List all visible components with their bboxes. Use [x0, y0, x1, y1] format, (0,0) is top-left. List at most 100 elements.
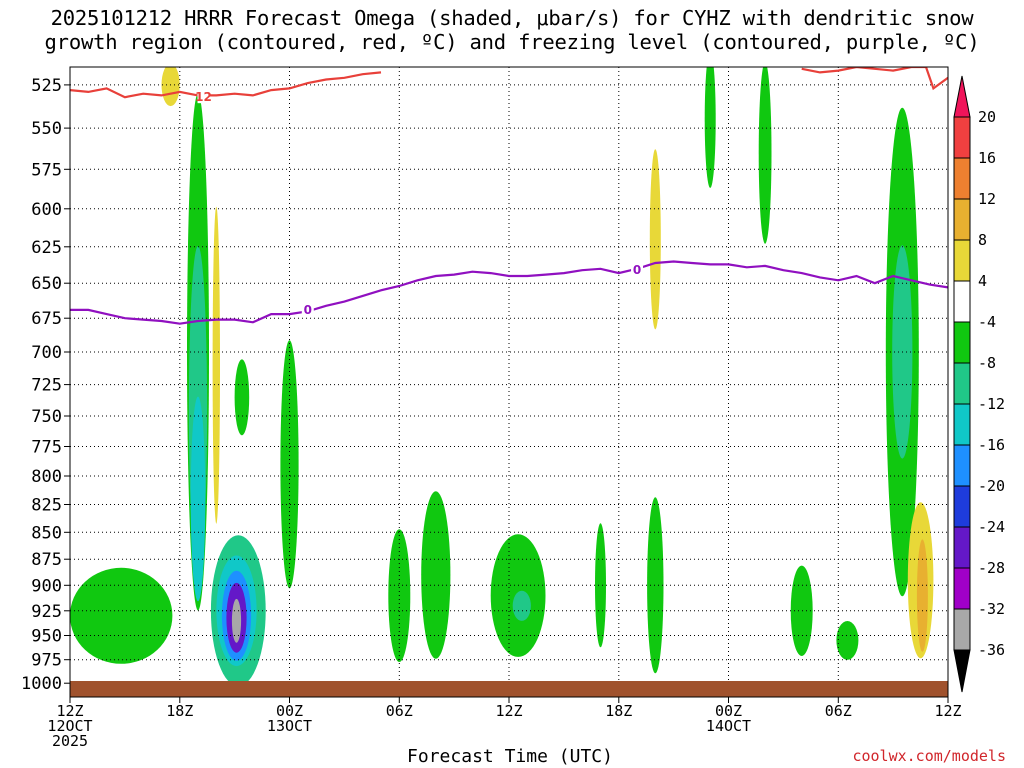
- y-tick-label: 900: [31, 576, 62, 596]
- colorbar-label: -28: [978, 559, 1005, 577]
- freezing-label-1: 0: [304, 303, 312, 317]
- freezing-label-2-bg: [631, 262, 644, 277]
- colorbar-segment: [953, 157, 971, 200]
- y-tick-label: 750: [31, 407, 62, 427]
- y-tick-label: 850: [31, 523, 62, 543]
- omega-region-26: [161, 67, 180, 107]
- colorbar-label: -24: [978, 518, 1005, 536]
- x-tick-label: 2025: [52, 732, 88, 750]
- colorbar-label: 20: [978, 108, 996, 126]
- title-line-2: growth region (contoured, red, ºC) and f…: [44, 30, 980, 54]
- y-tick-label: 975: [31, 651, 62, 671]
- y-tick-label: 950: [31, 627, 62, 647]
- x-axis-label: Forecast Time (UTC): [407, 746, 613, 767]
- y-tick-label: 800: [31, 467, 62, 487]
- colorbar-segment: [953, 567, 971, 610]
- colorbar-segment: [953, 280, 971, 323]
- x-tick-label: 00Z: [715, 702, 742, 720]
- omega-region-10: [234, 359, 250, 436]
- x-tick-label: 18Z: [605, 702, 632, 720]
- y-tick-label: 575: [31, 160, 62, 180]
- x-tick-label: 14OCT: [706, 717, 751, 735]
- omega-region-25: [916, 539, 928, 652]
- y-tick-label: 825: [31, 496, 62, 516]
- y-tick-label: 525: [31, 76, 62, 96]
- x-tick-label: 00Z: [276, 702, 303, 720]
- dgz-label-bg: [197, 89, 210, 104]
- omega-region-14: [512, 590, 531, 621]
- dgz-label: 12: [195, 90, 212, 104]
- omega-region-16: [647, 497, 664, 674]
- omega-region-27: [212, 206, 220, 524]
- colorbar: 20 16 12 8 4 -4 -8 -12 -16 -20 -24 -28 -32 -36: [953, 75, 1005, 693]
- omega-region-3: [70, 567, 173, 664]
- y-tick-label: 1000: [21, 674, 62, 694]
- freezing-level-contour: [70, 260, 948, 325]
- colorbar-label: -8: [978, 354, 996, 372]
- colorbar-label: -32: [978, 600, 1005, 618]
- omega-region-17: [790, 565, 813, 656]
- y-tick-label: 550: [31, 119, 62, 139]
- x-tick-label: 18Z: [166, 702, 193, 720]
- colorbar-label: -12: [978, 395, 1005, 413]
- colorbar-label: -20: [978, 477, 1005, 495]
- ground-surface: [70, 681, 948, 697]
- omega-region-22: [758, 67, 772, 244]
- x-tick-label: 06Z: [825, 702, 852, 720]
- omega-shaded-areas: [70, 67, 934, 687]
- omega-region-8: [231, 598, 242, 643]
- y-tick-label: 725: [31, 376, 62, 396]
- colorbar-segment: [953, 444, 971, 487]
- omega-region-12: [421, 491, 451, 659]
- chart-title: 2025101212 HRRR Forecast Omega (shaded, …: [0, 6, 1024, 54]
- colorbar-segment: [953, 608, 971, 651]
- colorbar-top-arrow: [953, 75, 971, 118]
- y-tick-label: 650: [31, 274, 62, 294]
- colorbar-segment: [953, 362, 971, 405]
- x-tick-label: 12OCT: [47, 717, 92, 735]
- colorbar-label: 8: [978, 231, 987, 249]
- y-tick-label: 875: [31, 550, 62, 570]
- dgz-contour: [70, 71, 382, 99]
- colorbar-label: -4: [978, 313, 996, 331]
- freezing-label-2: 0: [633, 263, 641, 277]
- colorbar-segment: [953, 526, 971, 569]
- x-tick-label: 06Z: [386, 702, 413, 720]
- title-line-1: 2025101212 HRRR Forecast Omega (shaded, …: [50, 6, 974, 30]
- dgz-contour-right: [801, 67, 948, 91]
- omega-region-21: [704, 67, 716, 188]
- colorbar-segment: [953, 239, 971, 282]
- colorbar-label: 4: [978, 272, 987, 290]
- y-tick-label: 600: [31, 200, 62, 220]
- colorbar-label: 12: [978, 190, 996, 208]
- colorbar-segment: [953, 321, 971, 364]
- colorbar-label: -16: [978, 436, 1005, 454]
- x-tick-label: 12Z: [934, 702, 961, 720]
- y-tick-label: 625: [31, 238, 62, 258]
- y-tick-label: 675: [31, 309, 62, 329]
- omega-region-18: [836, 621, 859, 660]
- colorbar-segment: [953, 198, 971, 241]
- x-tick-label: 13OCT: [267, 717, 312, 735]
- colorbar-label: 16: [978, 149, 996, 167]
- colorbar-segment: [953, 403, 971, 446]
- colorbar-bottom-arrow: [953, 649, 971, 693]
- y-tick-label: 925: [31, 602, 62, 622]
- colorbar-label: -36: [978, 641, 1005, 659]
- credit-link[interactable]: coolwx.com/models: [852, 747, 1006, 765]
- contour-lines: 0 0 12: [70, 67, 948, 325]
- omega-region-23: [649, 149, 661, 330]
- omega-region-2: [190, 396, 206, 602]
- x-tick-label: 12Z: [56, 702, 83, 720]
- colorbar-segment: [953, 485, 971, 528]
- colorbar-segment: [953, 116, 971, 159]
- y-axis: 525 550 575 600 625 650 675 700 725 750 775 800 825 8…: [21, 76, 70, 694]
- y-tick-label: 700: [31, 343, 62, 363]
- x-tick-label: 12Z: [495, 702, 522, 720]
- y-tick-label: 775: [31, 438, 62, 458]
- omega-region-15: [595, 523, 606, 648]
- omega-region-9: [280, 340, 299, 589]
- freezing-label-1-bg: [301, 301, 314, 316]
